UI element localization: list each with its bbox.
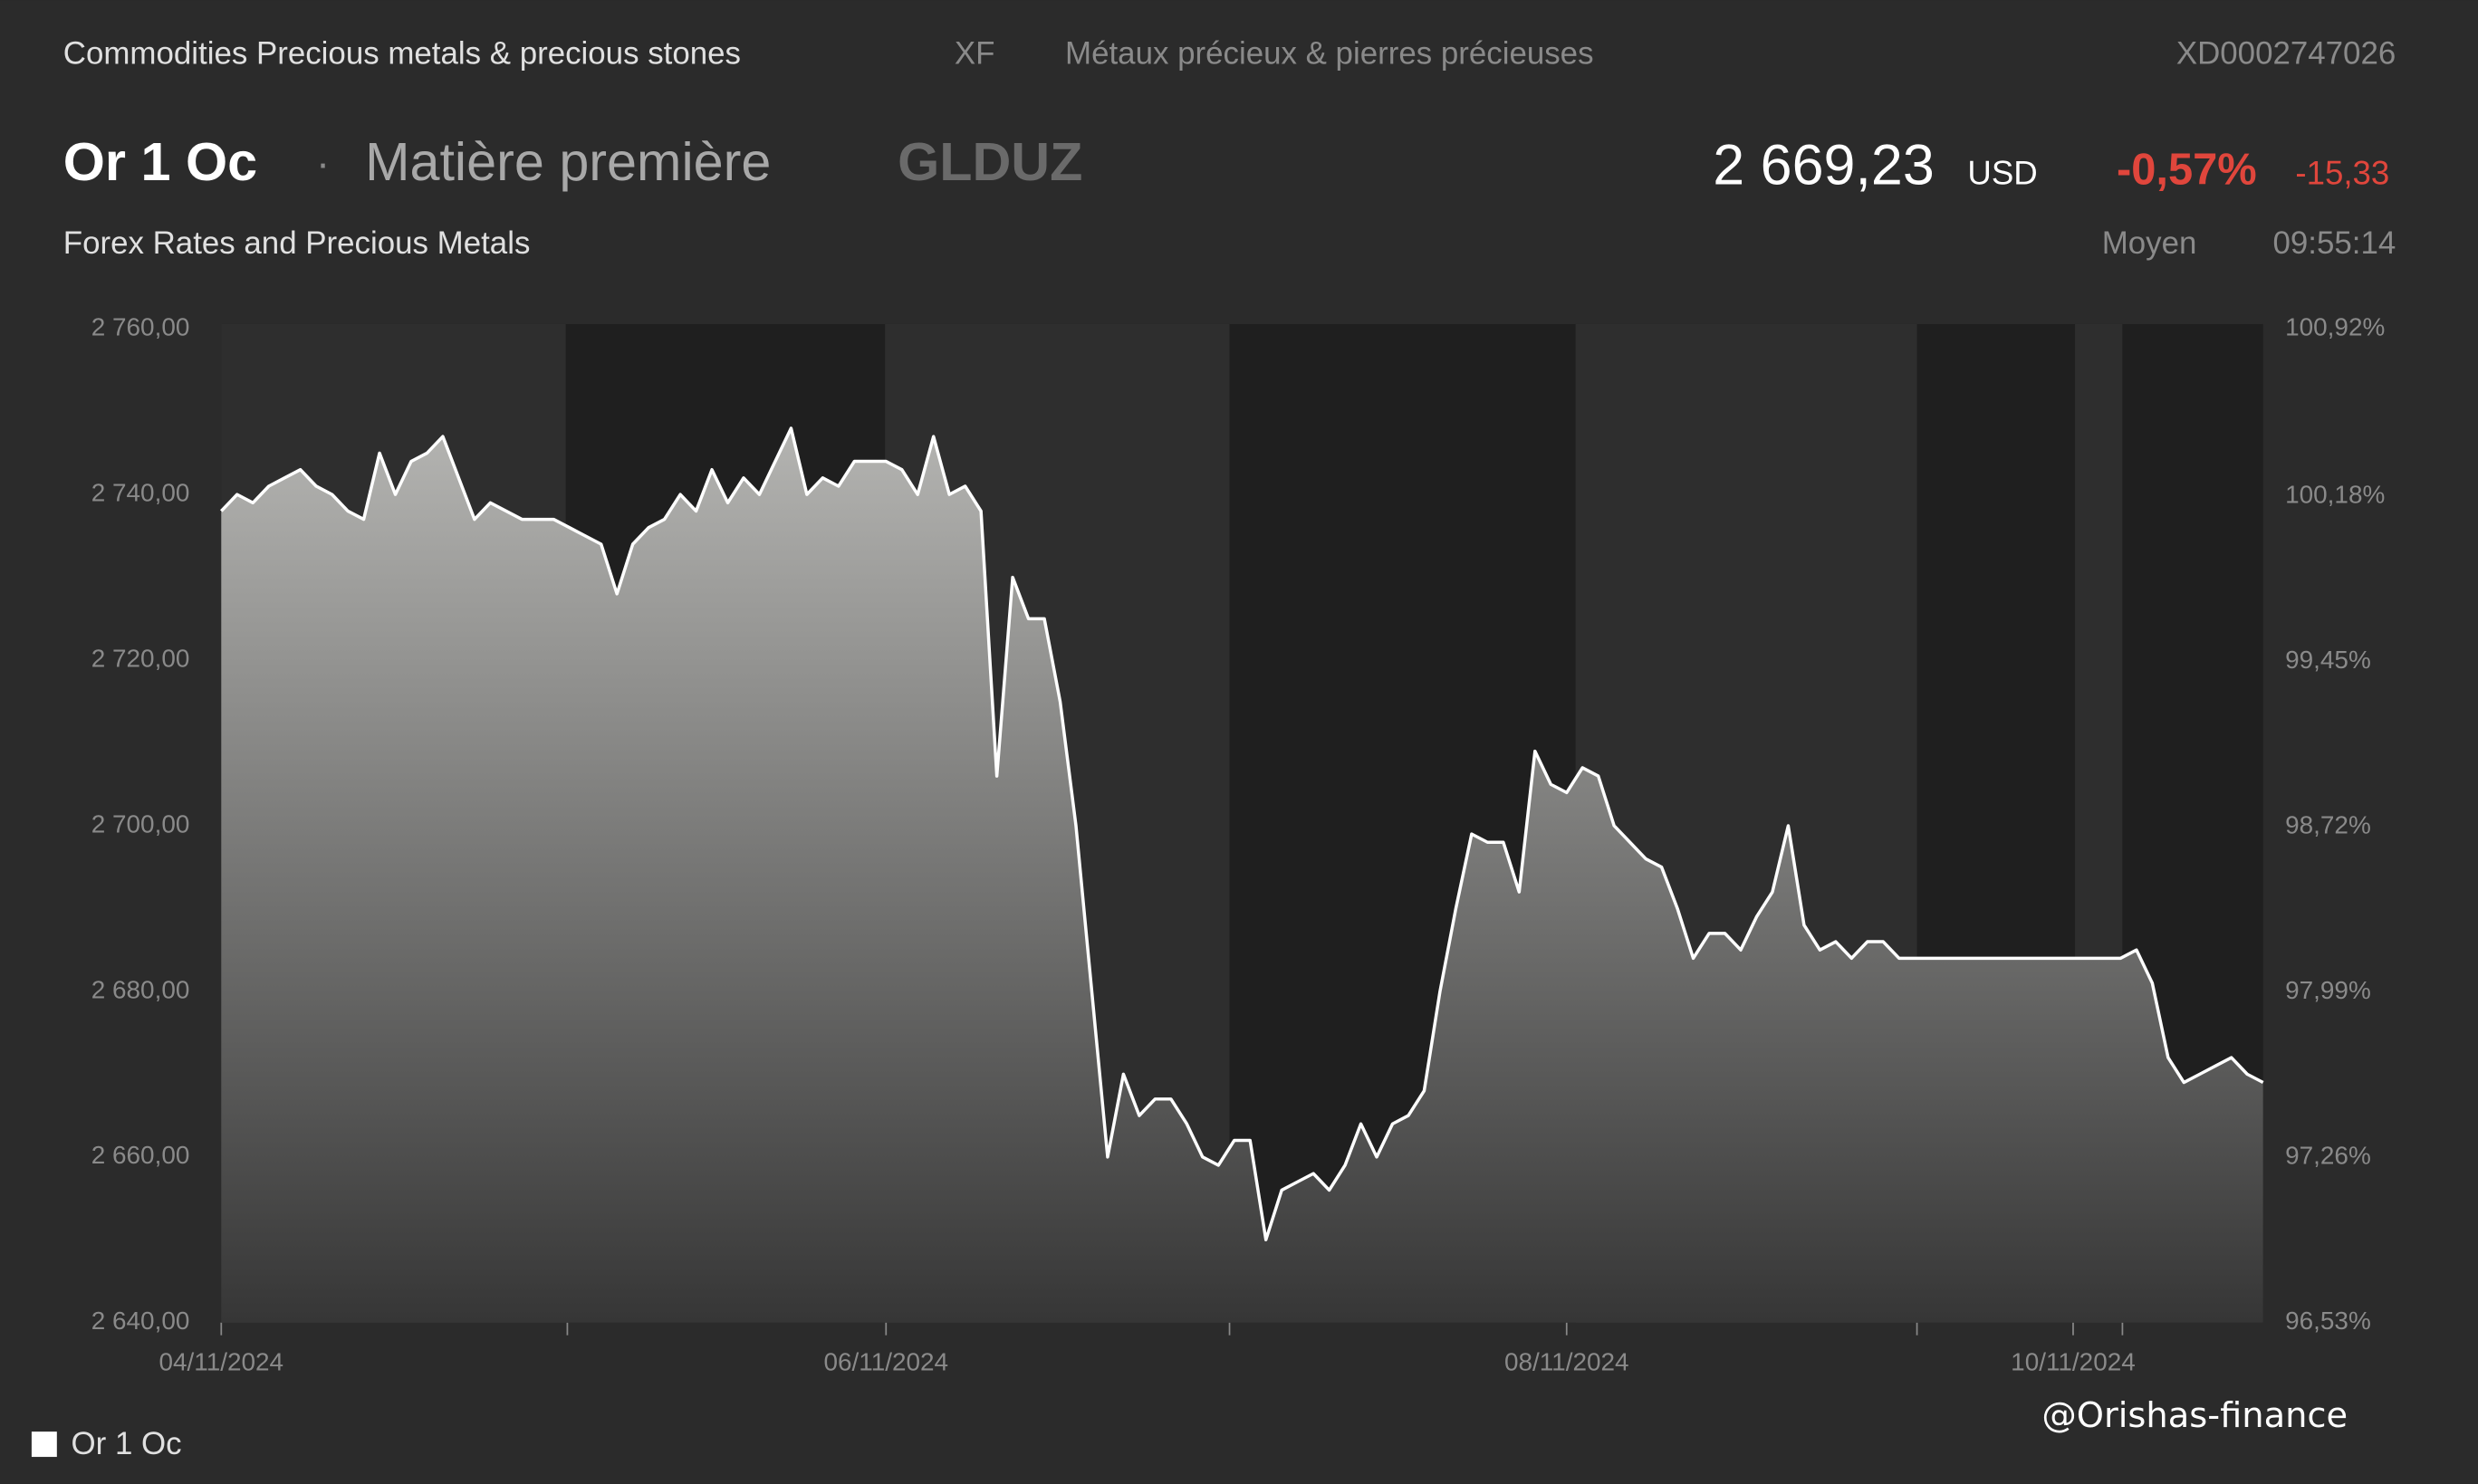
x-tick-label: 10/11/2024 bbox=[2011, 1347, 2136, 1375]
price: 2 669,23 bbox=[1713, 134, 1934, 197]
x-tick-label: 06/11/2024 bbox=[823, 1347, 948, 1375]
legend-label[interactable]: Or 1 Oc bbox=[72, 1426, 182, 1461]
y-tick-label: 2 640,00 bbox=[91, 1307, 190, 1335]
market: Forex Rates and Precious Metals bbox=[63, 225, 531, 261]
code: XD0002747026 bbox=[2176, 36, 2396, 72]
ticker: GLDUZ bbox=[898, 131, 1082, 192]
area bbox=[221, 427, 2263, 1323]
exchange: XF bbox=[955, 36, 995, 72]
kind: Matière première bbox=[365, 131, 771, 192]
x-tick-label: 04/11/2024 bbox=[158, 1347, 283, 1375]
legend-swatch bbox=[31, 1431, 57, 1458]
y-tick-label: 2 680,00 bbox=[91, 975, 190, 1003]
change: -15,33 bbox=[2295, 155, 2389, 192]
y2-tick-label: 100,92% bbox=[2285, 313, 2385, 341]
y-tick-label: 2 700,00 bbox=[91, 809, 190, 838]
y2-tick-label: 96,53% bbox=[2285, 1307, 2371, 1335]
price-type: Moyen bbox=[2102, 225, 2197, 261]
y-tick-label: 2 740,00 bbox=[91, 479, 190, 507]
instrument-name: Or 1 Oc bbox=[63, 131, 257, 192]
y-tick-label: 2 720,00 bbox=[91, 644, 190, 672]
x-tick-label: 08/11/2024 bbox=[1504, 1347, 1629, 1375]
watermark: @Orishas-finance bbox=[2041, 1395, 2348, 1436]
source-fr: Métaux précieux & pierres précieuses bbox=[1065, 36, 1593, 72]
separator: · bbox=[316, 139, 330, 186]
currency: USD bbox=[1967, 155, 2037, 192]
y-tick-label: 2 660,00 bbox=[91, 1141, 190, 1169]
y2-tick-label: 99,45% bbox=[2285, 646, 2371, 674]
time: 09:55:14 bbox=[2272, 225, 2396, 261]
y2-tick-label: 97,99% bbox=[2285, 976, 2371, 1004]
y2-tick-label: 100,18% bbox=[2285, 481, 2385, 509]
source: Commodities Precious metals & precious s… bbox=[63, 36, 741, 72]
y-tick-label: 2 760,00 bbox=[91, 313, 190, 341]
line bbox=[220, 426, 2264, 1242]
change-pct: -0,57% bbox=[2117, 145, 2257, 194]
y2-tick-label: 98,72% bbox=[2285, 811, 2371, 839]
y2-tick-label: 97,26% bbox=[2285, 1142, 2371, 1170]
